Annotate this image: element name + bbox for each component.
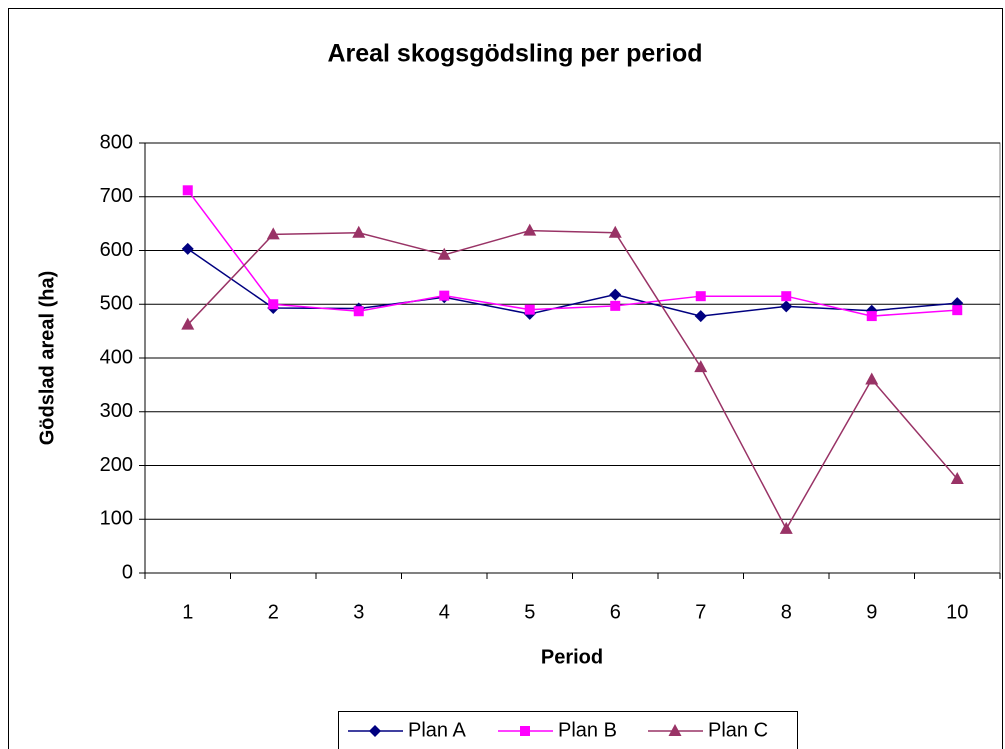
marker: [266, 227, 280, 240]
marker: [437, 247, 451, 260]
marker: [866, 311, 877, 322]
x-tick-label: 2: [268, 601, 279, 623]
marker: [181, 242, 194, 255]
x-tick-label: 1: [182, 601, 193, 623]
marker: [695, 291, 706, 302]
y-tick-label: 0: [122, 561, 133, 583]
x-tick-label: 5: [524, 601, 535, 623]
y-tick-label: 700: [100, 185, 133, 207]
marker: [781, 291, 792, 302]
x-tick-label: 10: [946, 601, 968, 623]
marker: [694, 360, 708, 373]
x-tick-label: 6: [610, 601, 621, 623]
marker: [668, 724, 682, 736]
legend-label: Plan B: [558, 719, 617, 741]
marker: [952, 305, 963, 316]
y-tick-label: 600: [100, 239, 133, 261]
legend: [338, 711, 798, 749]
marker: [268, 299, 279, 310]
marker: [520, 726, 530, 736]
x-tick-label: 9: [866, 601, 877, 623]
marker: [779, 521, 793, 534]
chart-title: Areal skogsgödsling per period: [327, 40, 702, 68]
x-tick-label: 3: [353, 601, 364, 623]
marker: [608, 225, 622, 238]
marker: [610, 300, 621, 311]
y-axis-label: Gödslad areal (ha): [36, 271, 58, 446]
marker: [369, 725, 381, 737]
y-tick-label: 400: [100, 346, 133, 368]
x-tick-label: 8: [781, 601, 792, 623]
y-tick-label: 800: [100, 131, 133, 153]
marker: [523, 223, 537, 236]
marker: [865, 372, 879, 385]
y-tick-label: 500: [100, 293, 133, 315]
x-axis-label: Period: [541, 646, 603, 668]
x-tick-label: 4: [439, 601, 450, 623]
marker: [439, 290, 450, 301]
series-line: [187, 189, 958, 317]
y-tick-label: 300: [100, 400, 133, 422]
marker: [780, 300, 793, 313]
marker: [352, 225, 366, 238]
x-tick-label: 7: [695, 601, 706, 623]
marker: [950, 471, 964, 484]
y-tick-label: 200: [100, 454, 133, 476]
marker: [694, 310, 707, 323]
marker: [181, 317, 195, 330]
marker: [609, 288, 622, 301]
marker: [182, 185, 193, 196]
marker: [524, 304, 535, 315]
series-line: [187, 229, 958, 531]
y-tick-label: 100: [100, 508, 133, 530]
legend-label: Plan C: [708, 719, 768, 741]
marker: [353, 306, 364, 317]
legend-label: Plan A: [408, 719, 466, 741]
